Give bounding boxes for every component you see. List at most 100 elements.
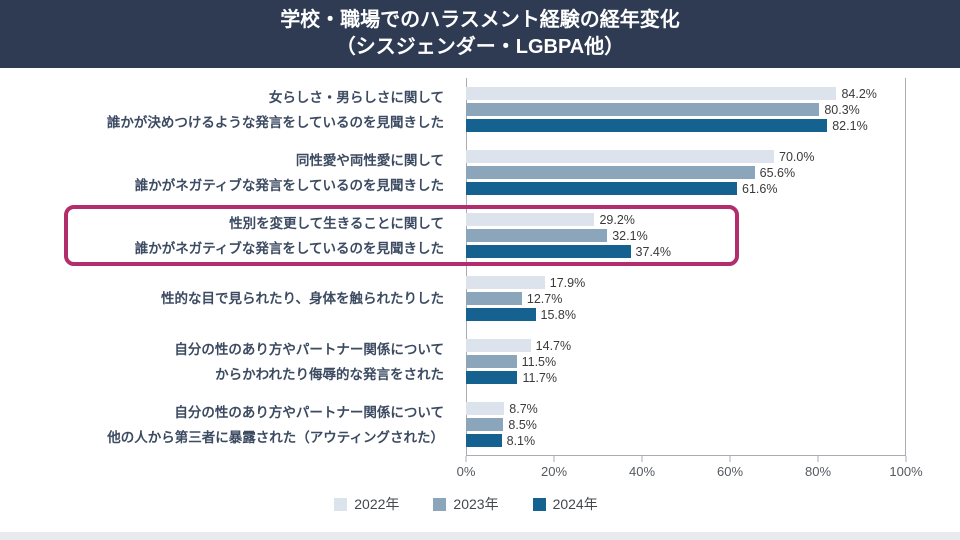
value-label: 8.1% — [506, 433, 536, 448]
legend-item: 2022年 — [334, 494, 399, 514]
chart-row: 性別を変更して生きることに関して 誰かがネガティブな発言をしているのを見聞きした 2… — [26, 204, 906, 267]
value-label: 70.0% — [779, 149, 815, 164]
value-label: 80.3% — [824, 102, 860, 117]
bar-2023年 — [466, 229, 608, 242]
bar-line: 84.2% — [466, 86, 906, 102]
tick-mark — [905, 456, 907, 462]
chart-title: 学校・職場でのハラスメント経験の経年変化 （シスジェンダー・LGBPA他） — [0, 0, 960, 68]
category-label: 性的な目で見られたり、身体を触られたりした — [161, 291, 444, 306]
bar-2022年 — [466, 339, 531, 352]
bar-2023年 — [466, 355, 517, 368]
tick-mark — [729, 456, 731, 462]
x-axis: 0% 20% 40% 60% 80% 100% — [457, 456, 923, 484]
tick-mark — [553, 456, 555, 462]
legend-label: 2022年 — [354, 496, 400, 512]
tick-mark — [641, 456, 643, 462]
value-label: 15.8% — [540, 307, 576, 322]
bar-line: 14.7% — [466, 338, 906, 354]
legend-swatch — [433, 497, 447, 511]
chart-row: 性的な目で見られたり、身体を触られたりした 17.9% 12.7% 15.8% — [26, 267, 906, 330]
tick-label: 100% — [889, 464, 923, 479]
bottom-strip — [0, 532, 960, 540]
bar-group: 70.0% 65.6% 61.6% — [466, 149, 906, 197]
value-label: 65.6% — [759, 165, 796, 180]
value-label: 82.1% — [832, 118, 868, 133]
chart-row: 自分の性のあり方やパートナー関係について からかわれたり侮辱的な発言をされた 14.… — [26, 330, 906, 393]
bar-line: 32.1% — [466, 228, 906, 244]
bar-2024年 — [466, 371, 518, 384]
bar-line: 8.7% — [466, 401, 906, 417]
bar-line: 17.9% — [466, 275, 906, 291]
bar-2022年 — [466, 213, 595, 226]
bar-2023年 — [466, 103, 820, 116]
value-label: 14.7% — [535, 338, 572, 353]
value-label: 37.4% — [635, 244, 671, 259]
bar-line: 29.2% — [466, 212, 906, 228]
legend-swatch — [532, 497, 546, 511]
bar-line: 15.8% — [466, 307, 906, 323]
tick-label: 40% — [628, 464, 656, 479]
value-label: 17.9% — [549, 275, 586, 290]
chart-title-line2: （シスジェンダー・LGBPA他） — [335, 36, 625, 58]
category-label: 性別を変更して生きることに関して 誰かがネガティブな発言をしているのを見聞きした — [134, 215, 444, 256]
category-label: 同性愛や両性愛に関して 誰かがネガティブな発言をしているのを見聞きした — [134, 152, 444, 193]
bar-group: 14.7% 11.5% 11.7% — [466, 338, 906, 386]
legend-label: 2023年 — [453, 496, 499, 512]
bar-2023年 — [466, 166, 755, 179]
bar-line: 11.5% — [466, 354, 906, 370]
category-label: 自分の性のあり方やパートナー関係について 他の人から第三者に暴露された（アウティン… — [107, 404, 444, 445]
chart-row: 同性愛や両性愛に関して 誰かがネガティブな発言をしているのを見聞きした 70.0% 6… — [26, 141, 906, 204]
chart-title-line1: 学校・職場でのハラスメント経験の経年変化 — [280, 9, 680, 31]
bar-group: 29.2% 32.1% 37.4% — [466, 212, 906, 260]
legend-label: 2024年 — [552, 496, 598, 512]
bar-2024年 — [466, 434, 502, 447]
bar-group: 8.7% 8.5% 8.1% — [466, 401, 906, 449]
category-label: 自分の性のあり方やパートナー関係について からかわれたり侮辱的な発言をされた — [174, 341, 444, 382]
chart-row: 女らしさ・男らしさに関して 誰かが決めつけるような発言をしているのを見聞きした 84… — [26, 78, 906, 141]
bar-line: 61.6% — [466, 181, 906, 197]
chart-row: 自分の性のあり方やパートナー関係について 他の人から第三者に暴露された（アウティン… — [26, 393, 906, 456]
bar-2022年 — [466, 276, 545, 289]
value-label: 84.2% — [841, 86, 877, 101]
value-label: 8.5% — [508, 417, 537, 432]
bar-line: 8.1% — [466, 433, 906, 449]
bar-2024年 — [466, 308, 536, 321]
bar-group: 84.2% 80.3% 82.1% — [466, 86, 906, 134]
bar-group: 17.9% 12.7% 15.8% — [466, 275, 906, 323]
value-label: 11.7% — [522, 370, 557, 385]
bar-2024年 — [466, 245, 631, 258]
bar-2022年 — [466, 402, 505, 415]
legend-swatch — [334, 497, 348, 511]
value-label: 29.2% — [599, 212, 635, 227]
value-label: 32.1% — [612, 228, 648, 243]
bar-groups: 女らしさ・男らしさに関して 誰かが決めつけるような発言をしているのを見聞きした 84… — [26, 78, 906, 456]
bar-line: 8.5% — [466, 417, 906, 433]
tick-label: 80% — [804, 464, 832, 479]
value-label: 11.5% — [521, 354, 557, 369]
bar-2024年 — [466, 182, 738, 195]
chart-area: 女らしさ・男らしさに関して 誰かが決めつけるような発言をしているのを見聞きした 84… — [26, 78, 923, 514]
bar-line: 12.7% — [466, 291, 906, 307]
bar-line: 70.0% — [466, 149, 906, 165]
legend: 2022年 2023年 2024年 — [26, 494, 906, 514]
bar-2023年 — [466, 418, 504, 431]
bar-line: 37.4% — [466, 244, 906, 260]
legend-item: 2024年 — [532, 494, 598, 514]
bar-2024年 — [466, 119, 828, 132]
tick-mark — [465, 456, 467, 462]
bar-line: 82.1% — [466, 118, 906, 134]
value-label: 8.7% — [509, 401, 538, 416]
bar-line: 11.7% — [466, 370, 906, 386]
bar-2022年 — [466, 150, 774, 163]
tick-mark — [817, 456, 819, 462]
bar-line: 80.3% — [466, 102, 906, 118]
tick-label: 20% — [540, 464, 568, 479]
tick-label: 60% — [716, 464, 744, 479]
legend-item: 2023年 — [433, 494, 499, 514]
bar-2022年 — [466, 87, 837, 100]
bar-2023年 — [466, 292, 522, 305]
value-label: 12.7% — [526, 291, 563, 306]
value-label: 61.6% — [742, 181, 778, 196]
tick-label: 0% — [456, 464, 476, 479]
bar-line: 65.6% — [466, 165, 906, 181]
